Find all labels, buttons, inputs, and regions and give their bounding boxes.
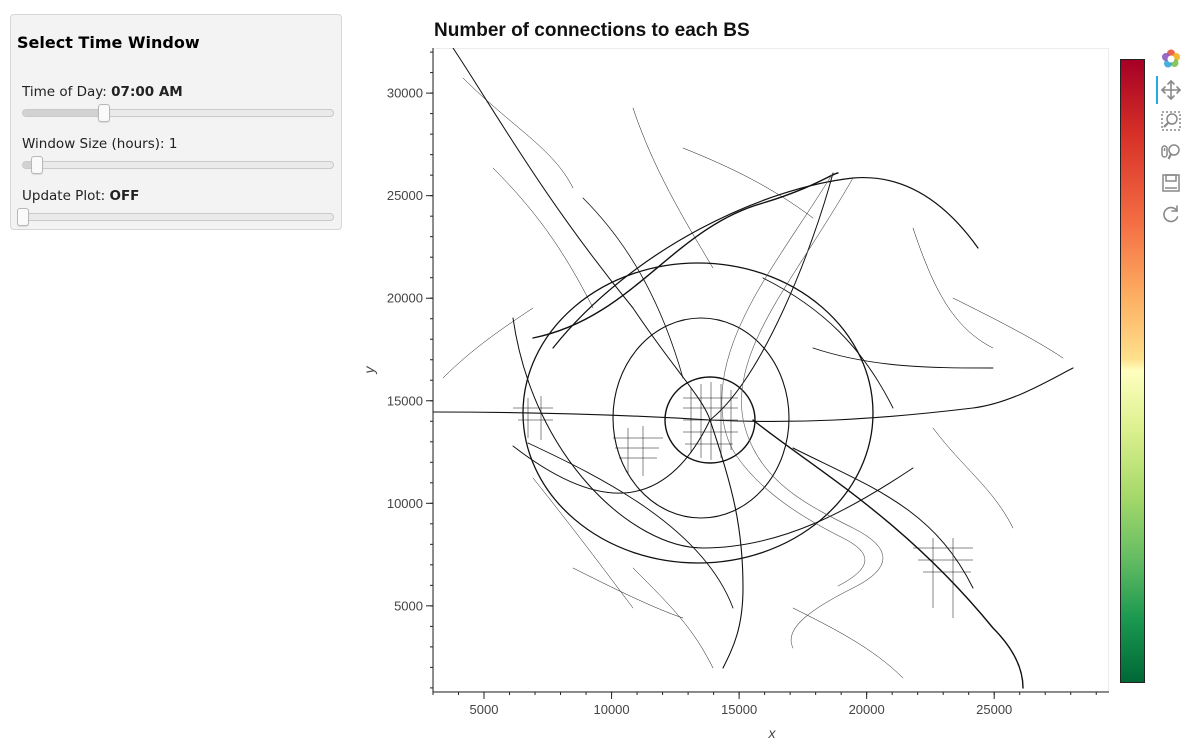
- update-plot-handle[interactable]: [17, 208, 29, 226]
- bokeh-logo-icon[interactable]: [1158, 46, 1184, 72]
- window-size-value: 1: [168, 136, 178, 152]
- road-northeast: [532, 172, 839, 339]
- update-plot-label: Update Plot: OFF: [22, 188, 139, 204]
- y-tick-label: 15000: [387, 393, 423, 408]
- window-size-slider[interactable]: [22, 156, 334, 174]
- x-axis-title: x: [768, 725, 777, 741]
- y-tick-label: 30000: [387, 86, 423, 101]
- y-tick-label: 10000: [387, 496, 423, 511]
- plot-toolbar: [1154, 46, 1188, 236]
- middle-ring-road: [612, 317, 790, 519]
- panel-title: Select Time Window: [17, 33, 200, 52]
- update-plot-value: OFF: [109, 188, 140, 204]
- y-tick-label: 25000: [387, 188, 423, 203]
- x-tick-label: 25000: [976, 702, 1012, 717]
- x-tick-label: 15000: [721, 702, 757, 717]
- update-plot-label-text: Update Plot:: [22, 188, 110, 204]
- colorbar: [1120, 59, 1145, 683]
- time-of-day-handle[interactable]: [97, 104, 110, 122]
- reset-icon[interactable]: [1158, 201, 1184, 227]
- time-of-day-label: Time of Day: 07:00 AM: [22, 84, 183, 100]
- y-axis-title: y: [361, 366, 377, 375]
- update-plot-slider[interactable]: [17, 208, 334, 226]
- road-southeast: [752, 419, 1024, 689]
- x-tick-label: 20000: [849, 702, 885, 717]
- plot-axes: 5000 10000 15000 20000 25000 5000 10000 15000 20…: [361, 48, 1109, 741]
- window-size-fill: [23, 162, 37, 168]
- time-of-day-slider[interactable]: [22, 104, 334, 122]
- plot-title: Number of connections to each BS: [434, 20, 750, 41]
- window-size-handle[interactable]: [30, 156, 43, 174]
- road-east-west: [433, 367, 1074, 423]
- road-north: [452, 48, 711, 421]
- time-of-day-label-text: Time of Day:: [22, 84, 112, 100]
- wheel-zoom-icon[interactable]: [1158, 139, 1184, 165]
- inner-ring-road: [664, 376, 756, 464]
- time-of-day-fill: [23, 110, 104, 116]
- road-network-map[interactable]: [433, 48, 1109, 692]
- y-tick-label: 20000: [387, 291, 423, 306]
- active-tool-indicator: [1156, 76, 1158, 104]
- road-south: [709, 419, 744, 669]
- pan-icon[interactable]: [1158, 77, 1184, 103]
- window-size-label: Window Size (hours): 1: [22, 136, 177, 152]
- x-tick-label: 10000: [593, 702, 629, 717]
- box-zoom-icon[interactable]: [1158, 108, 1184, 134]
- window-size-label-text: Window Size (hours):: [22, 136, 169, 152]
- control-panel: Select Time Window Time of Day: 07:00 AM…: [10, 14, 342, 230]
- y-tick-label: 5000: [394, 598, 423, 613]
- save-icon[interactable]: [1158, 170, 1184, 196]
- x-tick-label: 5000: [470, 702, 499, 717]
- time-of-day-value: 07:00 AM: [111, 84, 183, 100]
